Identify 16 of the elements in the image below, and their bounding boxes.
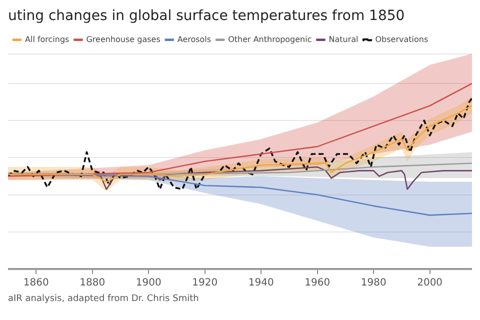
x-tick-label: 1960: [304, 278, 330, 289]
x-tick-label: 1860: [23, 278, 49, 289]
x-tick-label: 2000: [417, 278, 443, 289]
legend-label: Natural: [328, 34, 358, 44]
legend-label: Observations: [375, 34, 428, 44]
x-tick-label: 1880: [80, 278, 106, 289]
x-tick-label: 1940: [248, 278, 274, 289]
legend-label: All forcings: [25, 34, 70, 44]
x-tick-label: 1920: [192, 278, 218, 289]
chart-title: uting changes in global surface temperatures from 1850: [8, 8, 405, 24]
x-tick-label: 1900: [136, 278, 162, 289]
legend-label: Aerosols: [177, 34, 212, 44]
legend-label: Other Anthropogenic: [228, 34, 312, 44]
text: aIR analysis, adapted from Dr. Chris Smith: [8, 294, 200, 304]
legend-label: Greenhouse gases: [86, 34, 160, 44]
x-tick-label: 1980: [360, 278, 386, 289]
